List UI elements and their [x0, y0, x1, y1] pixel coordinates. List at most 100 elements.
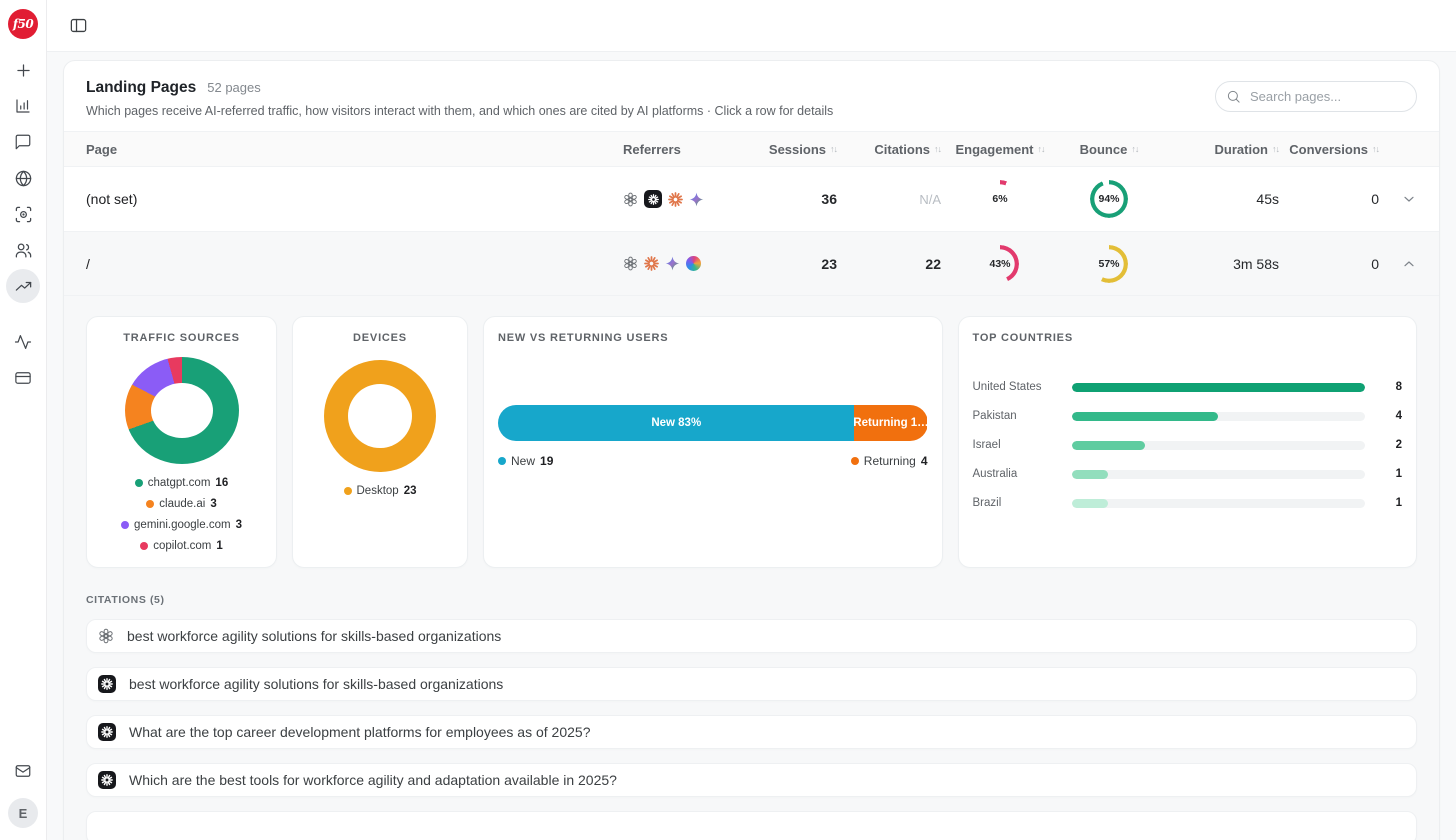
bar-segment-new: New 83% [498, 405, 855, 442]
user-avatar[interactable]: E [8, 798, 38, 828]
column-header-sessions[interactable]: Sessions ↑↓ [768, 141, 838, 157]
legend-item: New 19 [498, 454, 553, 468]
sidebar-item-scan-face[interactable] [6, 197, 40, 231]
search-input[interactable] [1248, 88, 1428, 105]
citation-text: What are the top career development plat… [129, 724, 591, 740]
content-area: Landing Pages 52 pages Which pages recei… [47, 52, 1456, 840]
sidebar-item-plus[interactable] [6, 53, 40, 87]
citation-row[interactable]: What are the top career development plat… [86, 715, 1417, 749]
country-bar-track [1071, 382, 1365, 392]
table-header-row: Page Referrers Sessions ↑↓ Citations ↑↓ Engage… [64, 131, 1439, 167]
sessions-cell: 36 [821, 191, 837, 207]
gemini-icon [665, 256, 680, 271]
legend-dot [134, 479, 143, 487]
country-row: Israel 2 [973, 439, 1403, 451]
citations-list: best workforce agility solutions for ski… [86, 619, 1417, 797]
sidebar-item-activity[interactable] [6, 325, 40, 359]
chevron-up-icon[interactable] [1379, 256, 1417, 272]
conversions-cell: 0 [1371, 191, 1379, 207]
sidebar-bottom: E [6, 754, 40, 840]
chevron-down-icon[interactable] [1379, 191, 1417, 207]
sidebar-item-users[interactable] [6, 233, 40, 267]
claude-icon [644, 256, 659, 271]
sort-icon: ↑↓ [1372, 144, 1380, 154]
engagement-cell: 43% [941, 244, 1059, 283]
openai-icon [623, 256, 638, 271]
sort-icon: ↑↓ [1037, 144, 1046, 154]
devices-title: DEVICES [353, 332, 407, 344]
country-label: Israel [972, 439, 1001, 451]
top-countries-card: TOP COUNTRIES United States 8 Pakistan 4 Isr… [957, 316, 1417, 568]
bar-segment-returning: Returning 1… [854, 405, 928, 442]
column-header-page: Page [86, 141, 118, 157]
country-label: Brazil [972, 497, 1002, 509]
country-row: United States 8 [973, 381, 1403, 393]
page-title: Landing Pages [86, 79, 197, 96]
percent-ring: 43% [981, 244, 1019, 283]
citation-row[interactable]: Which are the best tools for workforce a… [86, 763, 1417, 797]
sidebar-item-credit-card[interactable] [6, 361, 40, 395]
citation-row[interactable]: best workforce agility solutions for ski… [86, 619, 1417, 653]
country-bar-fill [1071, 382, 1365, 392]
table-row[interactable]: (not set) 36 N/A 6% 94% 45s 0 [64, 167, 1439, 231]
conversions-cell: 0 [1371, 255, 1379, 272]
country-label: Pakistan [972, 410, 1017, 422]
column-header-engagement[interactable]: Engagement ↑↓ [955, 141, 1046, 157]
new-vs-returning-stacked-bar: New 83% Returning 1… [498, 405, 928, 442]
country-row: Brazil 1 [973, 497, 1403, 509]
column-header-duration[interactable]: Duration ↑↓ [1214, 141, 1280, 157]
country-bar-track [1071, 498, 1365, 508]
openai-icon [623, 192, 638, 207]
sidebar: f50 E [0, 0, 47, 840]
page-cell: / [86, 255, 90, 272]
referrers-cell [623, 190, 741, 208]
sidebar-item-globe[interactable] [6, 161, 40, 195]
percent-ring: 57% [1090, 244, 1128, 283]
search-icon [1226, 89, 1241, 104]
devices-card: DEVICES Desktop 23 [292, 316, 468, 568]
sidebar-item-message[interactable] [6, 125, 40, 159]
column-header-citations[interactable]: Citations ↑↓ [874, 141, 942, 157]
sidebar-nav [6, 53, 40, 395]
app-logo[interactable]: f50 [8, 9, 38, 39]
claude-icon [668, 191, 683, 207]
legend-dot [140, 542, 149, 550]
sessions-cell: 23 [821, 255, 837, 272]
sidebar-item-mail[interactable] [6, 754, 40, 788]
legend-dot [146, 500, 155, 508]
sort-icon: ↑↓ [830, 144, 838, 154]
main-area: Landing Pages 52 pages Which pages recei… [47, 0, 1456, 840]
country-bar-fill [1071, 411, 1219, 421]
table-row[interactable]: / 23 22 43% 57% 3m 58s 0 [64, 231, 1439, 295]
sidebar-item-bar-chart[interactable] [6, 89, 40, 123]
page-count-badge: 52 pages [207, 80, 261, 95]
column-header-conversions[interactable]: Conversions ↑↓ [1289, 141, 1380, 157]
citation-row[interactable]: best workforce agility solutions for ski… [86, 667, 1417, 701]
detail-cards: TRAFFIC SOURCES chatgpt.com 16 claude.ai 3 g… [86, 316, 1417, 568]
new-vs-returning-legend: New 19 Returning 4 [498, 454, 928, 468]
top-countries-title: TOP COUNTRIES [972, 332, 1073, 344]
country-value: 4 [1395, 410, 1402, 422]
citation-text: best workforce agility solutions for ski… [127, 628, 502, 644]
citation-row-partial[interactable] [86, 811, 1417, 840]
legend-item: claude.ai 3 [146, 498, 217, 510]
engagement-cell: 6% [941, 180, 1059, 218]
country-bar-track [1071, 440, 1365, 450]
bounce-cell: 94% [1059, 180, 1159, 218]
country-bar-fill [1071, 440, 1145, 450]
claude-app-icon [98, 771, 116, 789]
sidebar-toggle-button[interactable] [65, 13, 91, 39]
traffic-sources-title: TRAFFIC SOURCES [123, 332, 240, 344]
citation-text: Which are the best tools for workforce a… [129, 772, 617, 788]
sidebar-item-trending-up[interactable] [6, 269, 40, 303]
column-header-bounce[interactable]: Bounce ↑↓ [1079, 141, 1140, 157]
country-bar-track [1071, 469, 1365, 479]
duration-cell: 45s [1256, 191, 1279, 207]
landing-pages-panel: Landing Pages 52 pages Which pages recei… [63, 60, 1440, 840]
sort-icon: ↑↓ [1131, 144, 1139, 154]
page-subtitle: Which pages receive AI-referred traffic,… [86, 104, 834, 118]
legend-dot [498, 457, 506, 466]
devices-donut-chart [324, 360, 436, 472]
duration-cell: 3m 58s [1233, 255, 1279, 272]
